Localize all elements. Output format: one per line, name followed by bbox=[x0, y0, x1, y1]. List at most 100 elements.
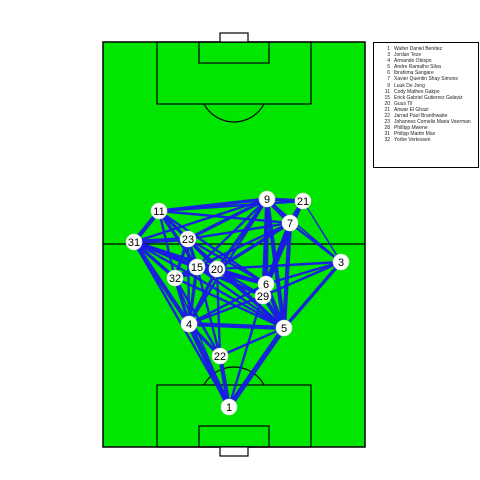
player-node-circle bbox=[281, 214, 299, 232]
legend-entry: 31 Philipp Martin Max bbox=[380, 131, 478, 137]
pass-edge-9-23 bbox=[186, 197, 269, 241]
player-nodes: 1 3 4 5 6 7 9 11 15 20 21 22 23 29 31 32 bbox=[125, 190, 350, 416]
player-node-circle bbox=[258, 190, 276, 208]
legend-entry-number: 31 bbox=[384, 131, 390, 138]
player-node-label: 21 bbox=[297, 196, 309, 208]
legend-entry: 15 Erick Gabriel Gutierrez Galaviz bbox=[380, 95, 478, 101]
pass-edge-31-32 bbox=[132, 240, 177, 280]
legend-entry: 22 Jarrad Paul Branthwaite bbox=[380, 113, 478, 119]
legend-entry-name: Jarrad Paul Branthwaite bbox=[394, 113, 448, 120]
pass-edge-6-3 bbox=[264, 260, 343, 286]
player-node-circle bbox=[211, 347, 229, 365]
player-node-9: 9 bbox=[258, 190, 276, 208]
pass-edge-11-32 bbox=[157, 209, 177, 280]
pass-edge-5-3 bbox=[282, 260, 343, 330]
legend-entry-name: Walter Daniel Benítez bbox=[394, 46, 443, 52]
player-node-circle bbox=[254, 287, 272, 305]
legend-rows: 1 Walter Daniel Benítez 3 Jordan Teze 4 Arman… bbox=[380, 46, 478, 144]
pass-edge-5-22 bbox=[218, 326, 286, 358]
legend-entry-number: 32 bbox=[384, 137, 390, 144]
legend-entry: 3 Jordan Teze bbox=[380, 52, 478, 58]
legend-entry-number: 1 bbox=[387, 46, 390, 52]
player-node-label: 1 bbox=[226, 402, 232, 414]
pass-edge-21-3 bbox=[302, 200, 342, 263]
pass-edge-4-5 bbox=[186, 321, 287, 331]
pass-edge-22-15 bbox=[195, 265, 222, 358]
player-node-label: 15 bbox=[191, 262, 203, 274]
legend-entry-number: 4 bbox=[387, 58, 390, 65]
legend-entry-number: 23 bbox=[384, 119, 390, 126]
player-node-23: 23 bbox=[179, 230, 197, 248]
player-node-31: 31 bbox=[125, 233, 143, 251]
player-node-11: 11 bbox=[150, 202, 168, 220]
player-node-label: 31 bbox=[128, 237, 140, 249]
player-node-label: 29 bbox=[257, 291, 269, 303]
pass-edge-29-3 bbox=[261, 260, 343, 298]
pass-edge-5-32 bbox=[173, 276, 286, 330]
legend-entry-number: 20 bbox=[384, 100, 390, 107]
player-node-label: 9 bbox=[264, 194, 270, 206]
player-node-29: 29 bbox=[254, 287, 272, 305]
player-node-circle bbox=[220, 398, 238, 416]
player-node-circle bbox=[125, 233, 143, 251]
legend-entry-name: Cody Mathes Gakpo bbox=[394, 88, 440, 95]
pass-edge-22-20 bbox=[215, 267, 222, 358]
player-node-label: 4 bbox=[186, 319, 192, 331]
player-node-circle bbox=[166, 269, 184, 287]
bottom-goal bbox=[219, 446, 249, 457]
legend-entry-number: 9 bbox=[387, 82, 390, 89]
legend-entry-name: Guus Til bbox=[394, 100, 413, 107]
pass-edge-7-15 bbox=[195, 221, 292, 269]
legend-entry-name: Armando Obispo bbox=[394, 58, 432, 65]
pass-edge-1-5 bbox=[226, 325, 287, 410]
player-node-label: 5 bbox=[281, 323, 287, 335]
legend-entry-number: 15 bbox=[384, 94, 390, 101]
player-node-7: 7 bbox=[281, 214, 299, 232]
legend-entry-name: Jordan Teze bbox=[394, 52, 422, 59]
pass-edge-5-15 bbox=[195, 265, 286, 330]
pass-edge-9-20 bbox=[215, 197, 269, 271]
legend-entry: 11 Cody Mathes Gakpo bbox=[380, 89, 478, 95]
player-node-label: 32 bbox=[169, 273, 181, 285]
legend-entry: 21 Anwar El Ghazi bbox=[380, 107, 478, 113]
legend-entry-number: 7 bbox=[387, 76, 390, 83]
legend-entry: 7 Xavier Quentin Shay Simons bbox=[380, 76, 478, 82]
legend-entry: 23 Johannes Cornelis Maria Veerman bbox=[380, 119, 478, 125]
legend-entry: 1 Walter Daniel Benítez bbox=[380, 46, 478, 52]
player-node-circle bbox=[294, 192, 312, 210]
player-node-circle bbox=[180, 315, 198, 333]
pass-edge-31-5 bbox=[132, 240, 286, 330]
player-node-circle bbox=[188, 258, 206, 276]
player-node-22: 22 bbox=[211, 347, 229, 365]
pass-edge-5-7 bbox=[281, 220, 293, 331]
pass-edge-31-23 bbox=[131, 236, 191, 245]
pass-edge-7-3 bbox=[288, 221, 343, 264]
legend-entry-number: 11 bbox=[384, 88, 390, 95]
legend-entry-name: Yorbe Vertessen bbox=[394, 137, 431, 144]
pass-edge-20-3 bbox=[215, 260, 343, 271]
player-node-3: 3 bbox=[332, 253, 350, 271]
player-node-label: 23 bbox=[182, 234, 194, 246]
legend-entry-name: Ibrahima Sangare bbox=[394, 70, 434, 77]
legend-entry-name: Philipp Martin Max bbox=[394, 131, 436, 138]
legend-entry: 4 Armando Obispo bbox=[380, 58, 478, 64]
player-node-1: 1 bbox=[220, 398, 238, 416]
player-node-circle bbox=[332, 253, 350, 271]
top-penalty-arc bbox=[203, 103, 265, 123]
legend-entry: 6 Ibrahima Sangare bbox=[380, 70, 478, 76]
legend-entry: 9 Luuk De Jong bbox=[380, 83, 478, 89]
player-node-20: 20 bbox=[208, 260, 226, 278]
player-node-circle bbox=[179, 230, 197, 248]
legend-entry-number: 5 bbox=[387, 64, 390, 71]
legend-entry: 28 Phillipp Mwene bbox=[380, 125, 478, 131]
player-legend: 1 Walter Daniel Benítez 3 Jordan Teze 4 Arman… bbox=[373, 42, 479, 168]
bottom-penalty-arc bbox=[203, 366, 265, 386]
legend-entry-name: Anwar El Ghazi bbox=[394, 106, 429, 113]
top-goal bbox=[219, 32, 249, 43]
legend-entry-number: 21 bbox=[384, 106, 390, 113]
pass-edge-7-20 bbox=[215, 221, 292, 271]
player-node-label: 7 bbox=[287, 218, 293, 230]
legend-entry-name: Phillipp Mwene bbox=[394, 125, 428, 132]
legend-entry-name: Erick Gabriel Gutierrez Galaviz bbox=[394, 94, 463, 101]
